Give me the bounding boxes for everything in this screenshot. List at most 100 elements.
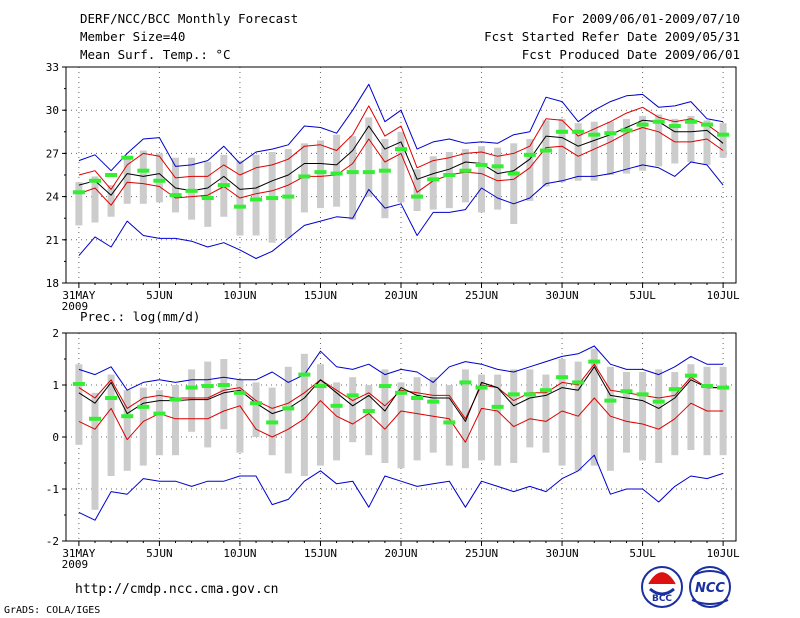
- range-bar: [510, 369, 518, 463]
- range-bar: [478, 374, 486, 461]
- range-bar: [429, 377, 437, 453]
- observed-marker: [201, 196, 214, 201]
- observed-marker: [556, 375, 569, 380]
- upper-spread-line: [78, 363, 724, 420]
- range-bar: [188, 157, 196, 220]
- range-bar: [252, 154, 260, 236]
- range-bar: [655, 369, 663, 463]
- range-bar: [172, 157, 180, 213]
- observed-marker: [169, 397, 182, 402]
- observed-marker: [620, 128, 633, 133]
- observed-marker: [137, 404, 150, 409]
- range-bar: [284, 149, 292, 239]
- y-tick-label: 18: [46, 277, 59, 290]
- range-bar: [590, 121, 598, 181]
- observed-marker: [88, 416, 101, 421]
- range-bar: [123, 156, 131, 204]
- observed-marker: [137, 168, 150, 173]
- y-tick-label: 21: [46, 234, 59, 247]
- chart-panel-1: -2 -1 0 1 2 31MAY 5JUN 10JUN 15JUN 20JUN 25JUN 30JU…: [46, 327, 740, 571]
- x-tick-label: 10JUN: [223, 547, 256, 560]
- observed-marker: [443, 420, 456, 425]
- range-bar: [461, 149, 469, 203]
- observed-marker: [266, 196, 279, 201]
- source-url[interactable]: http://cmdp.ncc.cma.gov.cn: [75, 582, 279, 597]
- observed-marker: [185, 188, 198, 193]
- range-bar: [429, 156, 437, 210]
- observed-marker: [652, 399, 665, 404]
- observed-marker: [266, 420, 279, 425]
- observed-marker: [539, 148, 552, 153]
- x-tick-label: 31MAY: [62, 289, 95, 302]
- y-tick-label: -1: [46, 483, 59, 496]
- range-bar: [139, 150, 147, 204]
- range-bar: [413, 169, 421, 211]
- observed-marker: [250, 401, 263, 406]
- observed-marker: [636, 122, 649, 127]
- y-tick-label: -2: [46, 535, 59, 548]
- variable-label: Mean Surf. Temp.: °C: [80, 47, 231, 62]
- range-bar: [333, 134, 341, 207]
- x-tick-label: 5JUN: [146, 547, 173, 560]
- x-tick-label: 25JUN: [465, 547, 498, 560]
- observed-marker: [362, 409, 375, 413]
- observed-marker: [411, 194, 424, 199]
- x-tick-label: 10JUL: [707, 547, 740, 560]
- range-bar: [75, 364, 83, 445]
- range-bar: [687, 115, 695, 163]
- range-bar: [123, 390, 131, 471]
- observed-marker: [330, 171, 343, 176]
- range-bar: [445, 385, 453, 466]
- observed-marker: [620, 389, 633, 394]
- range-bar: [526, 369, 534, 448]
- y-tick-label: 2: [52, 327, 59, 340]
- observed-marker: [539, 388, 552, 393]
- range-bar: [91, 392, 99, 510]
- range-bar: [204, 162, 212, 227]
- observed-marker: [668, 387, 681, 392]
- range-bar: [494, 147, 502, 210]
- x-tick-label: 15JUN: [304, 289, 337, 302]
- observed-marker: [72, 381, 85, 386]
- max-line: [78, 345, 724, 391]
- observed-marker: [346, 170, 359, 175]
- range-bar: [107, 374, 115, 476]
- range-bar: [606, 366, 614, 471]
- x-tick-label: 31MAY: [62, 547, 95, 560]
- x-tick-label: 10JUL: [707, 289, 740, 302]
- range-bar: [75, 182, 83, 226]
- observed-marker: [233, 204, 246, 209]
- x-tick-label: 5JUN: [146, 289, 173, 302]
- observed-marker: [588, 359, 601, 364]
- observed-marker: [298, 174, 311, 179]
- range-bar: [365, 385, 373, 456]
- range-bar: [494, 374, 502, 466]
- observed-marker: [684, 119, 697, 124]
- x-tick-label: 25JUN: [465, 289, 498, 302]
- range-bar: [188, 369, 196, 432]
- observed-marker: [459, 168, 472, 173]
- lower-spread-line: [78, 127, 724, 206]
- observed-marker: [572, 380, 585, 385]
- range-bar: [252, 382, 260, 437]
- observed-marker: [556, 129, 569, 134]
- observed-marker: [636, 392, 649, 397]
- y-tick-label: 30: [46, 104, 59, 117]
- range-bar: [526, 139, 534, 201]
- observed-marker: [314, 384, 327, 389]
- x-tick-label: 5JUL: [629, 547, 656, 560]
- observed-marker: [201, 384, 214, 389]
- forecast-started-date: Fcst Started Refer Date 2009/05/31: [484, 29, 740, 44]
- range-bar: [365, 117, 373, 197]
- range-bar: [349, 136, 357, 220]
- observed-marker: [282, 406, 295, 411]
- observed-marker: [491, 164, 504, 169]
- upper-spread-line: [78, 105, 724, 190]
- observed-marker: [684, 373, 697, 378]
- range-bar: [91, 176, 99, 223]
- observed-marker: [427, 177, 440, 182]
- x-tick-label: 10JUN: [223, 289, 256, 302]
- observed-marker: [523, 152, 536, 157]
- observed-marker: [233, 390, 246, 395]
- observed-marker: [668, 124, 681, 129]
